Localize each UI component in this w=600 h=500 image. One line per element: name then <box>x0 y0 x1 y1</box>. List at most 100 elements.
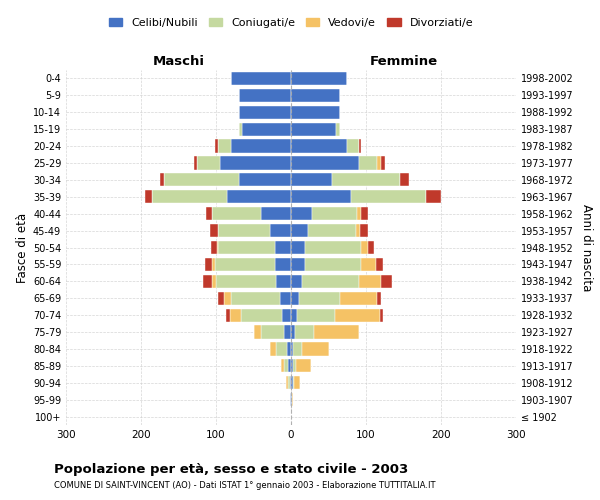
Bar <box>368 241 374 254</box>
Bar <box>281 359 284 372</box>
Bar <box>380 308 383 322</box>
Bar <box>291 106 340 119</box>
Bar <box>212 258 215 271</box>
Bar <box>291 241 305 254</box>
Bar <box>239 106 291 119</box>
Bar <box>296 359 311 372</box>
Bar <box>356 224 360 237</box>
Bar <box>291 326 295 338</box>
Bar <box>314 326 359 338</box>
Bar <box>280 292 291 305</box>
Bar <box>377 156 381 170</box>
Bar <box>359 156 377 170</box>
Bar <box>312 207 357 220</box>
Bar <box>335 308 380 322</box>
Text: COMUNE DI SAINT-VINCENT (AO) - Dati ISTAT 1° gennaio 2003 - Elaborazione TUTTITA: COMUNE DI SAINT-VINCENT (AO) - Dati ISTA… <box>54 481 436 490</box>
Bar <box>210 224 218 237</box>
Bar <box>276 342 287 355</box>
Bar <box>340 292 377 305</box>
Text: Maschi: Maschi <box>152 56 205 68</box>
Bar <box>226 308 229 322</box>
Legend: Celibi/Nubili, Coniugati/e, Vedovi/e, Divorziati/e: Celibi/Nubili, Coniugati/e, Vedovi/e, Di… <box>104 13 478 32</box>
Bar <box>381 274 392 288</box>
Bar <box>336 122 340 136</box>
Y-axis label: Fasce di età: Fasce di età <box>16 212 29 282</box>
Bar <box>381 156 385 170</box>
Bar <box>308 224 356 237</box>
Bar <box>294 376 300 390</box>
Bar <box>292 393 293 406</box>
Bar <box>297 308 335 322</box>
Bar <box>218 140 231 152</box>
Bar <box>291 376 293 390</box>
Bar <box>293 359 296 372</box>
Bar <box>426 190 441 203</box>
Bar <box>218 241 275 254</box>
Bar <box>239 89 291 102</box>
Bar <box>377 292 381 305</box>
Bar <box>270 342 276 355</box>
Bar <box>400 174 409 186</box>
Bar <box>295 326 314 338</box>
Bar <box>205 258 212 271</box>
Bar <box>293 342 302 355</box>
Bar <box>286 376 288 390</box>
Bar <box>163 174 239 186</box>
Bar <box>275 258 291 271</box>
Bar <box>206 207 212 220</box>
Bar <box>291 89 340 102</box>
Bar <box>282 308 291 322</box>
Bar <box>211 241 217 254</box>
Bar <box>197 156 220 170</box>
Bar <box>227 190 291 203</box>
Bar <box>287 342 291 355</box>
Bar <box>291 174 332 186</box>
Bar <box>357 207 361 220</box>
Bar <box>291 156 359 170</box>
Bar <box>291 292 299 305</box>
Y-axis label: Anni di nascita: Anni di nascita <box>580 204 593 291</box>
Bar <box>299 292 340 305</box>
Bar <box>215 258 275 271</box>
Bar <box>276 274 291 288</box>
Bar <box>212 274 216 288</box>
Bar <box>291 274 302 288</box>
Bar <box>302 342 329 355</box>
Bar <box>231 140 291 152</box>
Bar <box>212 207 261 220</box>
Bar <box>242 122 291 136</box>
Bar <box>288 359 291 372</box>
Bar <box>291 72 347 85</box>
Bar <box>275 241 291 254</box>
Bar <box>293 376 294 390</box>
Bar <box>291 140 347 152</box>
Bar <box>231 292 280 305</box>
Bar <box>145 190 152 203</box>
Bar <box>347 140 359 152</box>
Bar <box>203 274 212 288</box>
Bar <box>284 326 291 338</box>
Bar <box>361 207 368 220</box>
Bar <box>229 308 241 322</box>
Bar <box>239 174 291 186</box>
Bar <box>291 308 297 322</box>
Bar <box>261 326 284 338</box>
Bar <box>305 241 361 254</box>
Bar <box>290 393 291 406</box>
Bar <box>223 292 231 305</box>
Bar <box>351 190 426 203</box>
Bar <box>291 342 293 355</box>
Bar <box>216 274 276 288</box>
Bar <box>305 258 361 271</box>
Bar <box>261 207 291 220</box>
Bar <box>218 224 270 237</box>
Bar <box>360 224 367 237</box>
Bar <box>291 258 305 271</box>
Bar <box>288 376 290 390</box>
Bar <box>291 359 293 372</box>
Bar <box>359 140 361 152</box>
Bar <box>290 376 291 390</box>
Bar <box>291 122 336 136</box>
Bar <box>193 156 197 170</box>
Bar <box>215 140 218 152</box>
